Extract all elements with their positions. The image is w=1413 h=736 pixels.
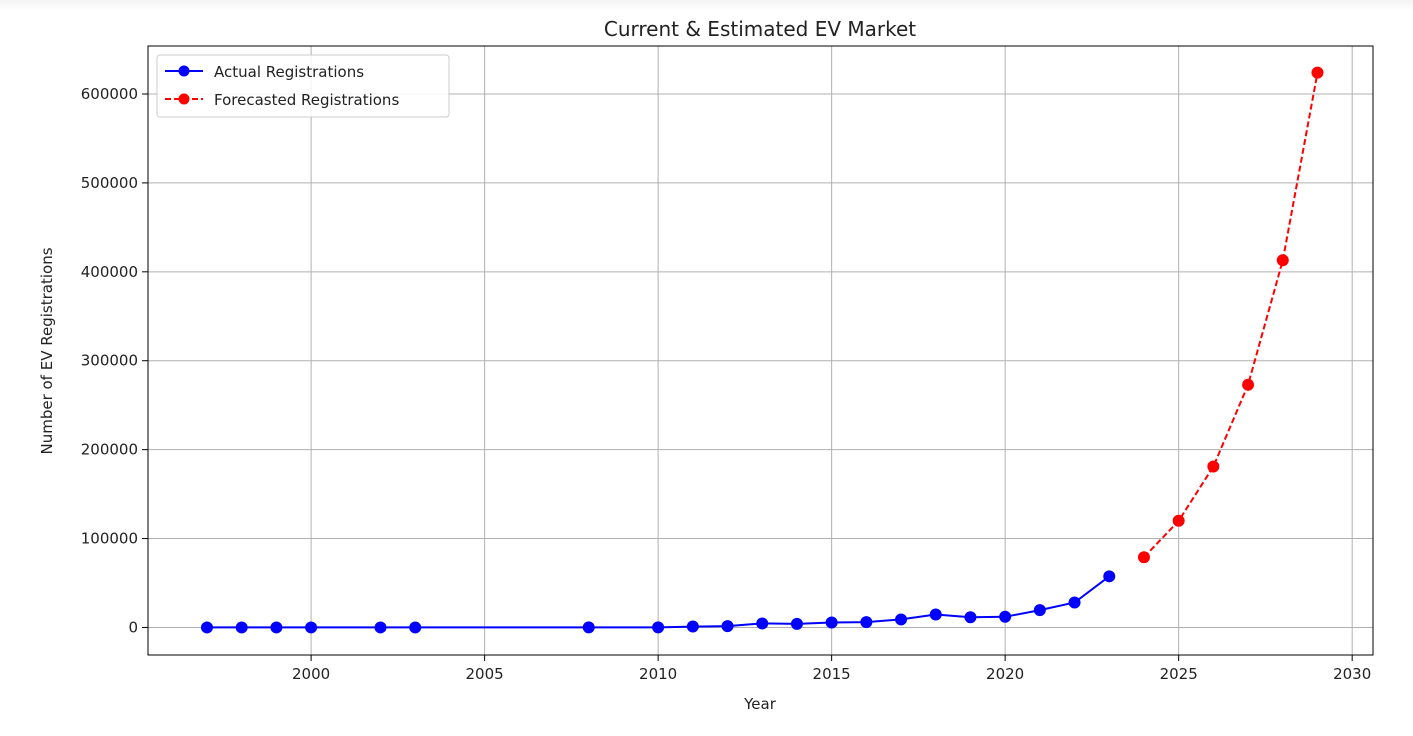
legend-marker-actual xyxy=(178,65,190,77)
x-tick-label: 2030 xyxy=(1333,665,1371,683)
y-tick-label: 400000 xyxy=(81,263,138,281)
x-tick-label: 2005 xyxy=(466,665,504,683)
x-tick-label: 2015 xyxy=(813,665,851,683)
legend: Actual Registrations Forecasted Registra… xyxy=(156,54,450,118)
data-point xyxy=(1033,604,1046,617)
y-tick-label: 200000 xyxy=(81,441,138,459)
data-point xyxy=(999,610,1012,623)
legend-label-actual: Actual Registrations xyxy=(214,63,364,81)
data-point xyxy=(929,608,942,621)
data-point xyxy=(235,621,248,634)
data-point xyxy=(686,620,699,633)
data-point xyxy=(825,616,838,629)
data-point xyxy=(270,621,283,634)
data-point xyxy=(756,617,769,630)
data-point xyxy=(374,621,387,634)
data-point xyxy=(721,620,734,633)
data-point xyxy=(1311,66,1324,79)
plot-frame xyxy=(147,45,1374,656)
x-axis: 2000 2005 2010 2015 2020 2025 2030 xyxy=(292,655,1371,683)
data-point xyxy=(860,616,873,629)
data-point xyxy=(1137,551,1150,564)
data-point xyxy=(200,621,213,634)
data-point xyxy=(1068,596,1081,609)
chart-title: Current & Estimated EV Market xyxy=(604,17,916,41)
y-axis: 0 100000 200000 300000 400000 500000 600000 xyxy=(81,85,148,636)
y-tick-label: 100000 xyxy=(81,530,138,548)
data-point xyxy=(1242,378,1255,391)
x-tick-label: 2020 xyxy=(986,665,1024,683)
y-tick-label: 500000 xyxy=(81,174,138,192)
y-tick-label: 300000 xyxy=(81,352,138,370)
data-point xyxy=(582,621,595,634)
series-layer xyxy=(200,66,1324,634)
x-tick-label: 2000 xyxy=(292,665,330,683)
data-point xyxy=(1172,514,1185,527)
x-tick-label: 2025 xyxy=(1160,665,1198,683)
data-point xyxy=(964,611,977,624)
data-point xyxy=(895,613,908,626)
legend-label-forecast: Forecasted Registrations xyxy=(214,91,399,109)
y-tick-label: 600000 xyxy=(81,85,138,103)
data-point xyxy=(1276,254,1289,267)
data-point xyxy=(790,617,803,630)
grid-lines xyxy=(148,46,1373,655)
data-point xyxy=(652,621,665,634)
legend-marker-forecast xyxy=(178,93,190,105)
y-axis-label: Number of EV Registrations xyxy=(38,247,56,454)
series-line-1 xyxy=(1143,72,1319,558)
data-point xyxy=(409,621,422,634)
data-point xyxy=(1207,460,1220,473)
x-axis-label: Year xyxy=(743,695,777,713)
data-point xyxy=(305,621,318,634)
data-point xyxy=(1103,570,1116,583)
x-tick-label: 2010 xyxy=(639,665,677,683)
legend-box xyxy=(156,54,450,118)
y-tick-label: 0 xyxy=(128,618,138,636)
top-strip xyxy=(0,0,1413,10)
